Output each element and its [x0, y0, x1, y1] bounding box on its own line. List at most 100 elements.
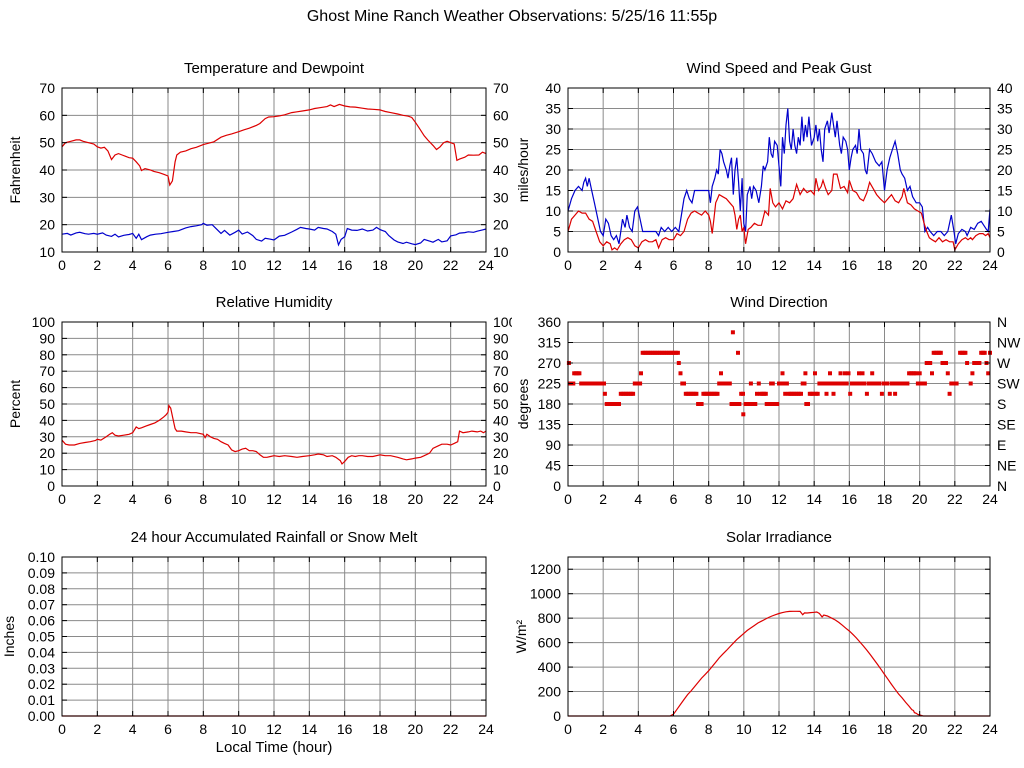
svg-text:8: 8 [705, 257, 713, 273]
svg-text:0.10: 0.10 [28, 549, 55, 565]
y-axis-label: W/m² [513, 619, 529, 653]
svg-text:50: 50 [493, 396, 509, 412]
svg-text:225: 225 [538, 376, 562, 392]
svg-text:90: 90 [545, 437, 561, 453]
svg-text:12: 12 [771, 491, 787, 507]
svg-text:45: 45 [545, 458, 561, 474]
grid [61, 556, 487, 717]
svg-text:24: 24 [982, 721, 998, 737]
svg-text:18: 18 [372, 721, 388, 737]
svg-text:40: 40 [997, 80, 1013, 96]
svg-text:10: 10 [736, 491, 752, 507]
svg-text:NE: NE [997, 458, 1016, 474]
svg-text:30: 30 [493, 429, 509, 445]
svg-text:35: 35 [545, 101, 561, 117]
y-axis-label: Percent [7, 380, 23, 428]
svg-text:180: 180 [538, 396, 562, 412]
axis-tick-labels: 0 2 4 6 8 10 12 14 16 18 20 22 240510152025303540051… [545, 80, 1012, 273]
svg-text:W: W [997, 355, 1011, 371]
svg-text:70: 70 [39, 80, 55, 96]
tick-marks [567, 557, 991, 717]
svg-text:22: 22 [947, 257, 963, 273]
svg-text:60: 60 [39, 380, 55, 396]
chart-title: Temperature and Dewpoint [184, 60, 365, 77]
svg-text:4: 4 [129, 721, 137, 737]
svg-text:10: 10 [493, 462, 509, 478]
svg-text:30: 30 [39, 429, 55, 445]
y-axis-label: Fahrenheit [7, 136, 23, 203]
chart-title: 24 hour Accumulated Rainfall or Snow Mel… [131, 529, 419, 546]
series [61, 103, 487, 247]
svg-text:4: 4 [634, 721, 642, 737]
svg-text:90: 90 [39, 330, 55, 346]
tick-marks [567, 87, 991, 253]
series-wind-direction [566, 330, 992, 417]
svg-text:22: 22 [947, 491, 963, 507]
svg-text:40: 40 [39, 162, 55, 178]
grid [567, 557, 991, 717]
svg-text:1000: 1000 [530, 586, 561, 602]
svg-text:40: 40 [545, 80, 561, 96]
svg-text:135: 135 [538, 417, 562, 433]
chart-relative-humidity: 0 2 4 6 8 10 12 14 16 18 20 22 24 0 10 20 30 40 50 60 70 80 90… [0, 281, 512, 516]
svg-text:0: 0 [564, 491, 572, 507]
grid [61, 321, 487, 487]
svg-text:0.04: 0.04 [28, 644, 55, 660]
svg-text:0: 0 [553, 478, 561, 494]
svg-text:20: 20 [912, 491, 928, 507]
series [566, 330, 992, 417]
svg-text:600: 600 [538, 635, 562, 651]
svg-text:22: 22 [443, 257, 459, 273]
svg-text:N: N [997, 478, 1007, 494]
chart-temperature-dewpoint: 0 2 4 6 8 10 12 14 16 18 20 22 24 10 20 30 40 50 60 70 10 20 3… [0, 46, 512, 281]
svg-text:14: 14 [806, 491, 822, 507]
svg-text:SE: SE [997, 417, 1016, 433]
svg-text:S: S [997, 396, 1006, 412]
svg-text:200: 200 [538, 684, 562, 700]
relative-humidity-plot: 0 2 4 6 8 10 12 14 16 18 20 22 240102030405060708090… [7, 294, 512, 507]
svg-text:8: 8 [705, 491, 713, 507]
svg-text:60: 60 [493, 380, 509, 396]
chart-wind-speed-gust: 0 2 4 6 8 10 12 14 16 18 20 22 24 0 5 10 15 20 25 30 35 40 0 5 1… [512, 46, 1024, 281]
svg-text:8: 8 [199, 257, 207, 273]
svg-text:2: 2 [93, 257, 101, 273]
chart-wind-direction: 0 2 4 6 8 10 12 14 16 18 20 22 24 0 45 90 135 180 225 270 31… [512, 281, 1024, 516]
svg-text:0: 0 [493, 478, 501, 494]
x-axis-label: Local Time (hour) [216, 739, 333, 756]
svg-text:8: 8 [199, 491, 207, 507]
chart-solar-irradiance: 0 2 4 6 8 10 12 14 16 18 20 22 24 0 200 400 600 800 1000 12… [512, 516, 1024, 768]
svg-text:40: 40 [493, 412, 509, 428]
svg-text:315: 315 [538, 335, 562, 351]
y-axis-label: degrees [515, 379, 531, 430]
svg-text:6: 6 [670, 721, 678, 737]
svg-text:16: 16 [842, 721, 858, 737]
svg-text:10: 10 [997, 203, 1013, 219]
tick-marks [61, 556, 487, 717]
svg-text:20: 20 [493, 217, 509, 233]
grid [61, 87, 487, 253]
svg-text:NW: NW [997, 335, 1021, 351]
svg-text:0.08: 0.08 [28, 581, 55, 597]
axis-tick-labels: 0 2 4 6 8 10 12 14 16 18 20 22 240.000.010.020.030.0… [28, 549, 494, 737]
svg-text:20: 20 [39, 217, 55, 233]
svg-text:SW: SW [997, 376, 1020, 392]
page-title: Ghost Mine Ranch Weather Observations: 5… [306, 8, 718, 25]
svg-text:0.02: 0.02 [28, 676, 55, 692]
series-peak-gust [567, 108, 991, 244]
svg-text:30: 30 [997, 121, 1013, 137]
svg-text:10: 10 [39, 462, 55, 478]
svg-text:100: 100 [493, 314, 512, 330]
svg-text:24: 24 [982, 257, 998, 273]
svg-text:24: 24 [478, 491, 494, 507]
svg-text:0.00: 0.00 [28, 708, 55, 724]
svg-text:60: 60 [39, 107, 55, 123]
svg-text:N: N [997, 314, 1007, 330]
svg-text:0: 0 [58, 721, 66, 737]
wind-speed-gust-plot: 0 2 4 6 8 10 12 14 16 18 20 22 240510152025303540051… [515, 60, 1013, 273]
svg-text:20: 20 [39, 445, 55, 461]
series [567, 108, 991, 252]
svg-text:90: 90 [493, 330, 509, 346]
svg-text:50: 50 [493, 135, 509, 151]
svg-text:0: 0 [47, 478, 55, 494]
